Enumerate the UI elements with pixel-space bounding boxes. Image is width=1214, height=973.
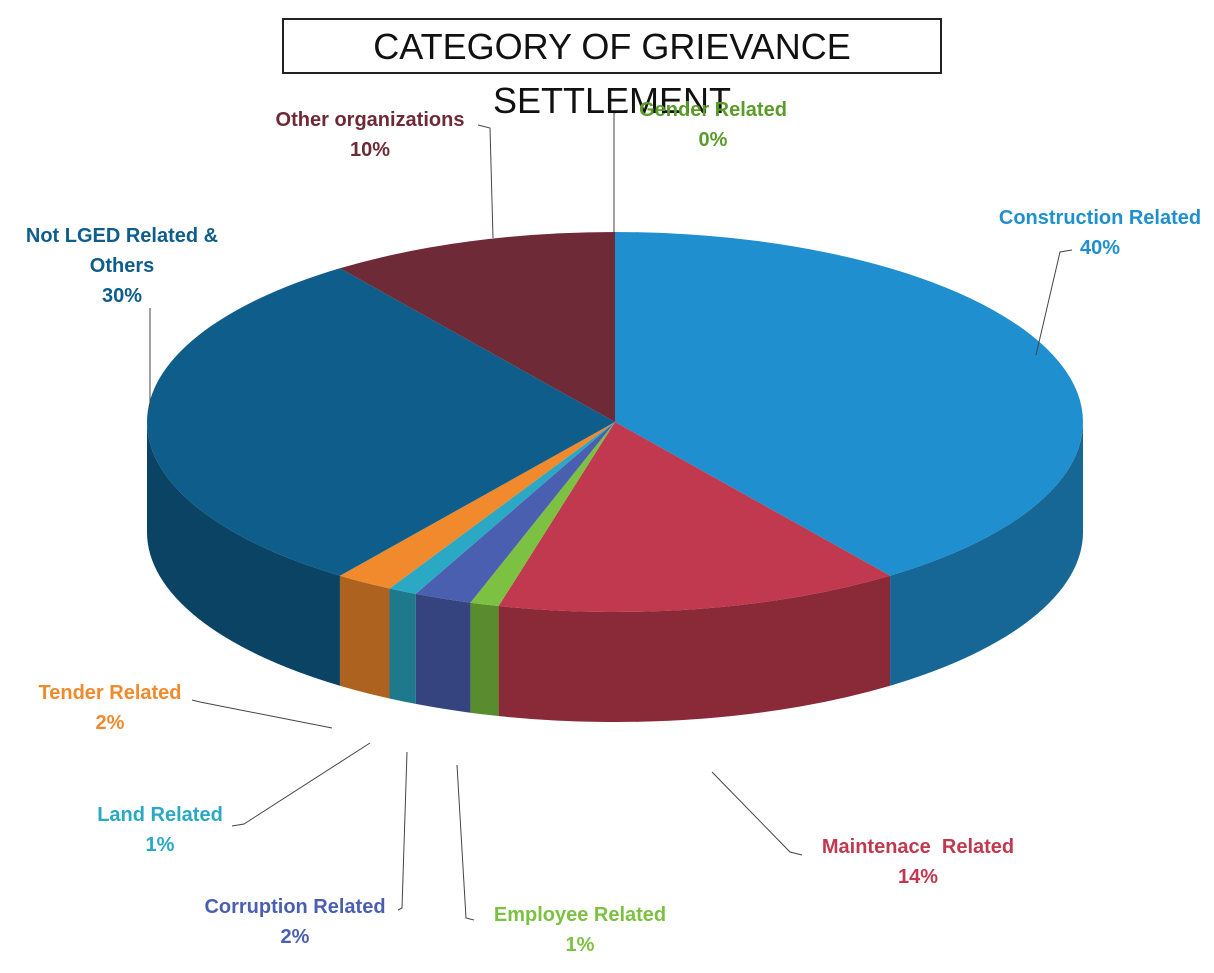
data-label: Other organizations 10% <box>276 105 465 165</box>
category-name: Corruption Related <box>204 896 386 918</box>
leader-line <box>711 771 803 856</box>
slice <box>339 422 615 589</box>
slice-side-shade <box>498 575 891 723</box>
value-label: 14% <box>897 866 939 888</box>
leader-line <box>1035 249 1073 356</box>
slice-side <box>890 422 1083 686</box>
slice-side-shade <box>339 575 390 699</box>
value-label: 1% <box>565 934 595 956</box>
slice <box>389 422 615 594</box>
data-label: Employee Related 1% <box>494 900 666 960</box>
data-label: Gender Related 0% <box>639 95 787 155</box>
value-label: 30% <box>101 285 143 307</box>
data-label: Land Related 1% <box>97 800 223 860</box>
slice <box>470 422 615 607</box>
category-name: Land Related <box>97 804 223 826</box>
leader-line <box>477 124 494 239</box>
category-name: Employee Related <box>493 904 667 926</box>
category-name: Not LGED Related & Others <box>25 225 219 277</box>
slice-side <box>498 575 891 723</box>
data-label: Corruption Related 2% <box>204 892 385 952</box>
slice <box>498 422 891 612</box>
category-name: Gender Related <box>639 99 787 121</box>
data-label: Not LGED Related & Others 30% <box>7 221 237 311</box>
data-label: Maintenace Related 14% <box>822 832 1014 892</box>
value-label: 10% <box>349 139 391 161</box>
slice-side <box>339 575 390 699</box>
value-label: 2% <box>280 926 310 948</box>
data-label: Tender Related 2% <box>39 678 182 738</box>
leader-line <box>613 109 629 232</box>
leader-line <box>456 764 475 921</box>
value-label: 2% <box>95 712 125 734</box>
category-name: Maintenace Related <box>821 836 1015 858</box>
slice <box>146 268 615 576</box>
leader-line <box>231 742 371 827</box>
slice-side-shade <box>470 602 499 717</box>
slice <box>415 422 615 603</box>
category-name: Other organizations <box>275 109 465 131</box>
slice <box>615 232 1084 576</box>
slice <box>339 232 615 422</box>
slice-side-shade <box>415 593 471 713</box>
category-name: Construction Related <box>998 207 1202 229</box>
slice-side <box>415 593 471 713</box>
leader-line <box>397 751 408 911</box>
leader-line <box>191 699 333 729</box>
data-label: Construction Related 40% <box>999 203 1201 263</box>
value-label: 1% <box>145 834 175 856</box>
slice-side-shade <box>389 588 416 704</box>
value-label: 0% <box>698 129 728 151</box>
slice-side <box>389 588 416 704</box>
slice-side <box>147 422 340 686</box>
category-name: Tender Related <box>38 682 182 704</box>
slice-side <box>470 602 499 717</box>
slice-side-shade <box>147 422 340 686</box>
slice-side-shade <box>890 422 1083 686</box>
value-label: 40% <box>1079 237 1121 259</box>
chart-title: CATEGORY OF GRIEVANCE SETTLEMENT <box>282 18 942 121</box>
